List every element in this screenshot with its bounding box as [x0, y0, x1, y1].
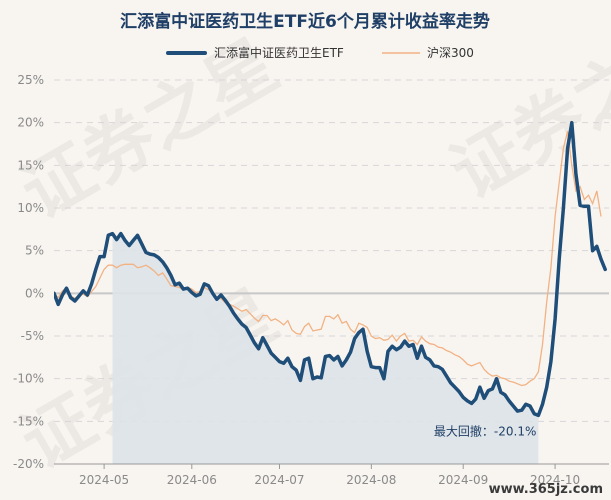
series-line-fund	[54, 120, 607, 418]
x-tick-label: 2024-07	[254, 473, 304, 487]
y-tick-label: -5%	[21, 329, 44, 343]
y-tick-label: 0%	[25, 286, 44, 300]
x-tick-label: 2024-06	[167, 473, 217, 487]
y-tick-label: 10%	[17, 201, 44, 215]
max-drawdown-label: 最大回撤：-20.1%	[434, 423, 536, 438]
y-tick-label: -10%	[13, 372, 44, 386]
y-tick-label: 5%	[25, 244, 44, 258]
series-line-index	[54, 131, 602, 387]
x-tick-label: 2024-09	[438, 473, 488, 487]
x-tick-label: 2024-10	[530, 473, 580, 487]
y-tick-label: 15%	[17, 158, 44, 172]
chart-title: 汇添富中证医药卫生ETF近6个月累计收益率走势	[120, 11, 490, 32]
plot-area	[54, 120, 607, 464]
legend: 汇添富中证医药卫生ETF 沪深300	[166, 45, 474, 60]
drawdown-shade	[112, 233, 539, 464]
site-watermark: www.365jz.com	[489, 482, 603, 497]
y-tick-label: 25%	[17, 73, 44, 87]
x-axis: 2024-05 2024-06 2024-07 2024-08 2024-09 2024-…	[54, 463, 609, 487]
y-tick-label: 20%	[17, 116, 44, 130]
y-axis: 25% 20% 15% 10% 5% 0% -5% -10% -15% -20%	[13, 73, 44, 471]
legend-label-index: 沪深300	[427, 46, 474, 60]
y-tick-label: -20%	[13, 457, 44, 471]
x-tick-label: 2024-05	[79, 473, 129, 487]
watermark-text-2: 证券之星	[438, 4, 611, 215]
legend-label-fund: 汇添富中证医药卫生ETF	[214, 45, 344, 60]
y-tick-label: -15%	[13, 414, 44, 428]
x-tick-label: 2024-08	[346, 473, 396, 487]
